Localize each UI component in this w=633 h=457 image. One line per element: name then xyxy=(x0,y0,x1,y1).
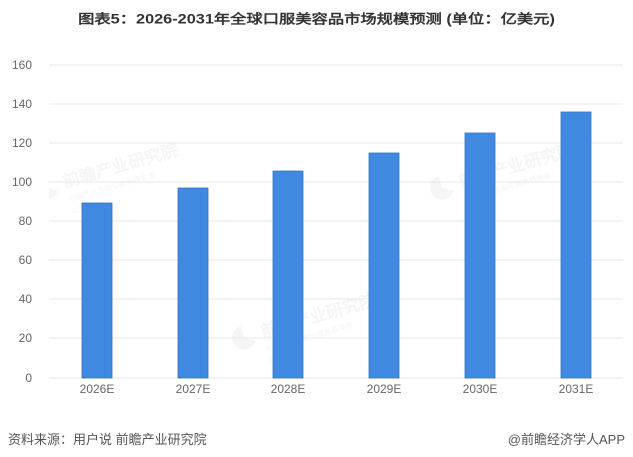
svg-text:80: 80 xyxy=(19,214,33,228)
svg-text:0: 0 xyxy=(25,371,32,385)
svg-text:2026E: 2026E xyxy=(80,382,115,396)
svg-text:20: 20 xyxy=(19,331,33,345)
svg-text:40: 40 xyxy=(19,292,33,306)
svg-text:120: 120 xyxy=(12,136,32,150)
svg-text:2030E: 2030E xyxy=(463,382,498,396)
svg-text:2027E: 2027E xyxy=(176,382,211,396)
svg-text:100: 100 xyxy=(12,175,32,189)
svg-text:60: 60 xyxy=(19,253,33,267)
svg-text:2031E: 2031E xyxy=(559,382,594,396)
svg-text:160: 160 xyxy=(12,58,32,72)
svg-text:2029E: 2029E xyxy=(367,382,402,396)
svg-text:140: 140 xyxy=(12,97,32,111)
svg-text:2028E: 2028E xyxy=(271,382,306,396)
